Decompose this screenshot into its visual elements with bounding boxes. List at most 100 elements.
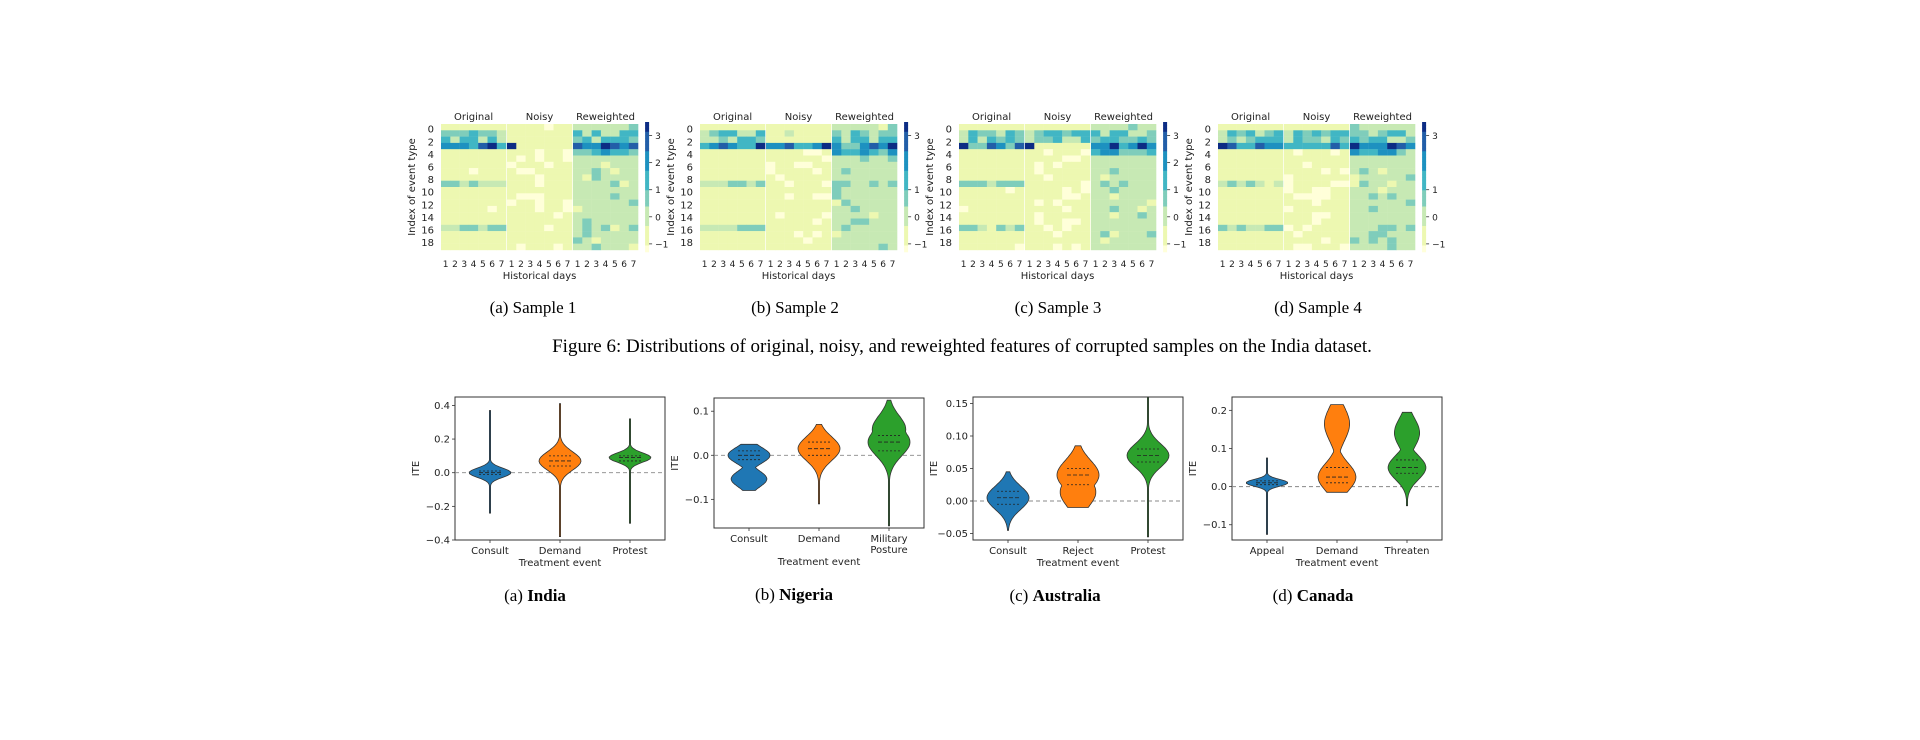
heatmap-cell	[1330, 231, 1340, 238]
colorbar-segment	[1163, 226, 1168, 230]
heatmap-cell	[1137, 205, 1147, 213]
heatmap-cell	[1109, 218, 1120, 225]
heatmap-cell	[1014, 237, 1025, 244]
heatmap-cell	[1245, 155, 1256, 162]
heatmap-cell	[1118, 231, 1129, 238]
heatmap-cell	[562, 218, 573, 225]
heatmap-cell	[516, 180, 526, 188]
colorbar-segment	[645, 235, 650, 240]
heatmap-cell	[1071, 205, 1081, 213]
colorbar-segment	[1163, 216, 1168, 220]
heatmap-cell	[1146, 161, 1157, 169]
heatmap-xtick-label: 4	[1055, 260, 1061, 270]
heatmap-cell	[1062, 124, 1072, 131]
heatmap-cell	[878, 155, 888, 162]
heatmap-cell	[996, 193, 1006, 200]
heatmap-cell	[459, 168, 470, 175]
heatmap-cell	[737, 142, 747, 150]
heatmap-cell	[755, 187, 766, 194]
heatmap-cell	[977, 174, 988, 181]
heatmap-cell	[1264, 199, 1274, 207]
heatmap-cell	[746, 212, 756, 219]
colorbar-segment	[645, 183, 650, 188]
heatmap-cell	[709, 136, 719, 144]
heatmap-cell	[562, 155, 573, 162]
heatmap-cell	[1071, 161, 1081, 169]
heatmap-cell	[996, 130, 1006, 137]
heatmap-cell	[1245, 218, 1256, 225]
heatmap-cell	[1264, 237, 1274, 244]
heatmap-cell	[573, 231, 583, 238]
colorbar-tick-label: 0	[914, 213, 920, 223]
heatmap-cell	[600, 237, 611, 244]
heatmap-cell	[610, 212, 620, 219]
heatmap-cell	[553, 155, 563, 162]
heatmap-cell	[755, 243, 766, 251]
colorbar-segment	[1163, 239, 1168, 243]
heatmap-cell	[1302, 124, 1313, 131]
heatmap-xtick-label: 4	[1248, 260, 1254, 270]
heatmap-cell	[573, 205, 583, 213]
heatmap-ytick-label: 14	[421, 213, 434, 224]
colorbar-segment	[1422, 167, 1427, 172]
heatmap-cell	[1137, 193, 1147, 200]
heatmap-xtick-label: 5	[739, 260, 745, 270]
heatmap-cell	[459, 174, 470, 181]
heatmap-ytick-label: 6	[1205, 162, 1211, 173]
heatmap-cell	[1350, 136, 1360, 144]
heatmap-cell	[986, 149, 997, 156]
colorbar-tick-label: 1	[1432, 186, 1438, 196]
heatmap-cell	[746, 231, 756, 238]
heatmap-cell	[1273, 187, 1284, 194]
violin-ylabel: ITE	[411, 461, 422, 476]
heatmap-cell	[459, 205, 470, 213]
heatmap-cell	[1034, 231, 1044, 238]
heatmap-cell	[1377, 174, 1388, 181]
heatmap-xtick-label: 5	[480, 260, 486, 270]
heatmap-cell	[496, 142, 507, 150]
heatmap-cell	[727, 205, 738, 213]
heatmap-xtick-label: 6	[489, 260, 495, 270]
heatmap-cell	[1118, 243, 1129, 251]
heatmap-cell	[968, 218, 978, 225]
heatmap-cell	[478, 174, 488, 181]
heatmap-cell	[525, 237, 536, 244]
violin-xtick-label: Appeal	[1250, 546, 1285, 557]
heatmap-cell	[859, 218, 870, 225]
colorbar-segment	[645, 138, 650, 142]
colorbar-segment	[1163, 138, 1168, 142]
heatmap-cell	[1359, 180, 1369, 188]
heatmap-cell	[996, 218, 1006, 225]
heatmap-cell	[727, 237, 738, 244]
heatmap-cell	[1091, 224, 1101, 232]
heatmap-cell	[1100, 142, 1110, 150]
heatmap-cell	[700, 187, 710, 194]
heatmap-cell	[869, 130, 879, 137]
heatmap-cell	[573, 193, 583, 200]
heatmap-cell	[1293, 205, 1303, 213]
heatmap-cell	[619, 224, 629, 232]
heatmap-cell	[516, 168, 526, 175]
heatmap-ytick-label: 8	[428, 175, 434, 186]
heatmap-cell	[959, 142, 969, 150]
heatmap-cell	[582, 180, 592, 188]
heatmap-cell	[1284, 130, 1294, 137]
heatmap-cell	[1264, 180, 1274, 188]
heatmap-xtick-label: 4	[1380, 260, 1386, 270]
heatmap-cell	[727, 149, 738, 156]
heatmap-cell	[821, 199, 832, 207]
colorbar-segment	[645, 180, 650, 185]
heatmap-cell	[1043, 174, 1054, 181]
heatmap-cell	[775, 199, 785, 207]
heatmap-cell	[793, 136, 804, 144]
heatmap-cell	[1005, 212, 1015, 219]
heatmap-cell	[1405, 199, 1416, 207]
heatmap-cell	[562, 124, 573, 131]
colorbar-segment	[1422, 157, 1427, 162]
heatmap-cell	[1080, 231, 1091, 238]
heatmap-cell	[534, 224, 545, 232]
heatmap-cell	[1293, 212, 1303, 219]
heatmap-cell	[718, 231, 729, 238]
subcaption-nigeria: (b) Nigeria	[755, 585, 833, 604]
heatmap-cell	[959, 124, 969, 131]
